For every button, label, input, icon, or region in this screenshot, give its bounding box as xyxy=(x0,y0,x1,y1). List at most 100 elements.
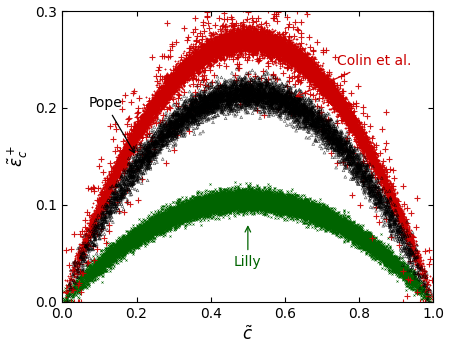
Point xyxy=(244,204,252,209)
Point xyxy=(165,87,172,92)
Point xyxy=(298,204,306,210)
Point xyxy=(196,203,203,209)
Point xyxy=(374,153,381,158)
Point xyxy=(205,47,212,53)
Point xyxy=(283,197,290,203)
Point xyxy=(357,128,364,134)
Point xyxy=(247,202,254,207)
Point xyxy=(180,199,187,205)
Point xyxy=(306,108,314,114)
Point xyxy=(240,37,248,42)
Point xyxy=(263,26,270,32)
Point xyxy=(270,41,277,46)
Point xyxy=(161,215,168,220)
Point xyxy=(224,39,231,45)
Point xyxy=(326,217,333,222)
Point xyxy=(379,177,387,183)
Point xyxy=(303,53,310,58)
Point xyxy=(330,219,337,225)
Point xyxy=(288,104,296,109)
Point xyxy=(391,208,398,214)
Point xyxy=(216,205,224,211)
Point xyxy=(146,101,153,107)
Point xyxy=(267,45,274,50)
Point xyxy=(270,205,277,211)
Point xyxy=(284,192,291,198)
Point xyxy=(94,264,101,270)
Point xyxy=(274,42,282,47)
Point xyxy=(115,154,122,160)
Point xyxy=(254,192,261,197)
Point xyxy=(212,34,220,40)
Point xyxy=(196,201,203,206)
Point xyxy=(271,38,278,44)
Point xyxy=(306,214,313,219)
Point xyxy=(225,202,232,207)
Point xyxy=(247,32,254,38)
Point xyxy=(309,73,316,79)
Point xyxy=(214,201,221,206)
Point xyxy=(239,41,246,47)
Point xyxy=(293,47,300,53)
Point xyxy=(279,97,286,102)
Point xyxy=(243,34,250,39)
Point xyxy=(198,61,205,67)
Point xyxy=(291,196,298,202)
Point xyxy=(204,217,211,223)
Point xyxy=(282,203,289,209)
Point xyxy=(317,80,324,86)
Point xyxy=(271,60,278,65)
Point xyxy=(216,43,223,49)
Point xyxy=(424,285,432,291)
Point xyxy=(415,276,422,281)
Point xyxy=(189,72,197,78)
Point xyxy=(243,206,250,212)
Point xyxy=(250,35,257,41)
Point xyxy=(237,42,244,48)
Point xyxy=(193,57,200,62)
Point xyxy=(385,246,392,251)
Point xyxy=(262,200,269,206)
Point xyxy=(79,283,86,288)
Point xyxy=(248,44,256,50)
Point xyxy=(280,45,288,51)
Point xyxy=(100,198,108,203)
Point xyxy=(276,34,284,40)
Point xyxy=(280,199,288,205)
Point xyxy=(72,267,79,273)
Point xyxy=(173,81,180,87)
Point xyxy=(142,236,149,241)
Point xyxy=(227,47,234,52)
Point xyxy=(102,189,109,194)
Point xyxy=(84,268,91,274)
Point xyxy=(179,212,186,217)
Point xyxy=(255,201,262,207)
Point xyxy=(357,245,364,251)
Point xyxy=(380,250,387,255)
Point xyxy=(157,220,164,225)
Point xyxy=(358,238,365,244)
Point xyxy=(347,232,355,238)
Point xyxy=(196,104,203,110)
Point xyxy=(385,187,392,192)
Point xyxy=(181,56,189,62)
Point xyxy=(214,46,221,51)
Point xyxy=(263,205,270,211)
Point xyxy=(242,30,249,36)
Point xyxy=(109,248,116,253)
Point xyxy=(196,211,203,217)
Point xyxy=(118,244,126,249)
Point xyxy=(260,36,267,41)
Point xyxy=(253,43,260,49)
Point xyxy=(289,51,297,57)
Point xyxy=(212,203,219,208)
Point xyxy=(331,91,338,96)
Point xyxy=(342,117,349,122)
Point xyxy=(221,38,229,44)
Point xyxy=(236,202,243,208)
Point xyxy=(166,223,174,229)
Point xyxy=(326,222,333,227)
Point xyxy=(206,104,213,110)
Point xyxy=(344,113,351,119)
Point xyxy=(317,116,324,122)
